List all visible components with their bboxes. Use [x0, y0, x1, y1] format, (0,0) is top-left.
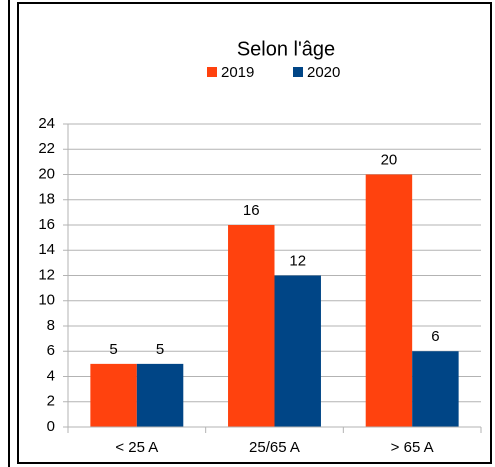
bar	[274, 275, 321, 427]
y-tick-label: 24	[38, 115, 55, 132]
y-tick-label: 0	[47, 418, 55, 435]
y-tick-label: 22	[38, 140, 55, 157]
y-tick-label: 4	[47, 367, 55, 384]
y-tick-label: 8	[47, 317, 55, 334]
y-tick-label: 18	[38, 191, 55, 208]
bar	[412, 351, 459, 427]
data-label: 5	[109, 341, 117, 358]
data-label: 12	[289, 252, 306, 269]
y-tick-label: 12	[38, 266, 55, 283]
y-tick-label: 20	[38, 165, 55, 182]
bar	[228, 225, 275, 427]
x-tick-label: < 25 A	[115, 439, 158, 456]
bar	[136, 363, 184, 427]
legend-label: 2020	[307, 64, 340, 81]
y-tick-label: 16	[38, 216, 55, 233]
data-label: 6	[431, 328, 439, 345]
bar	[365, 174, 413, 427]
data-label: 5	[156, 341, 164, 358]
bar	[90, 363, 137, 427]
data-label: 16	[243, 202, 260, 219]
y-tick-label: 2	[47, 393, 55, 410]
legend-swatch	[293, 67, 303, 77]
legend-label: 2019	[221, 64, 254, 81]
data-label: 20	[381, 151, 398, 168]
y-tick-label: 6	[47, 342, 55, 359]
legend-swatch	[207, 67, 217, 77]
x-tick-label: > 65 A	[391, 439, 434, 456]
chart-title: Selon l'âge	[237, 38, 335, 60]
y-tick-label: 14	[38, 241, 55, 258]
y-tick-label: 10	[38, 292, 55, 309]
x-tick-label: 25/65 A	[249, 439, 300, 456]
